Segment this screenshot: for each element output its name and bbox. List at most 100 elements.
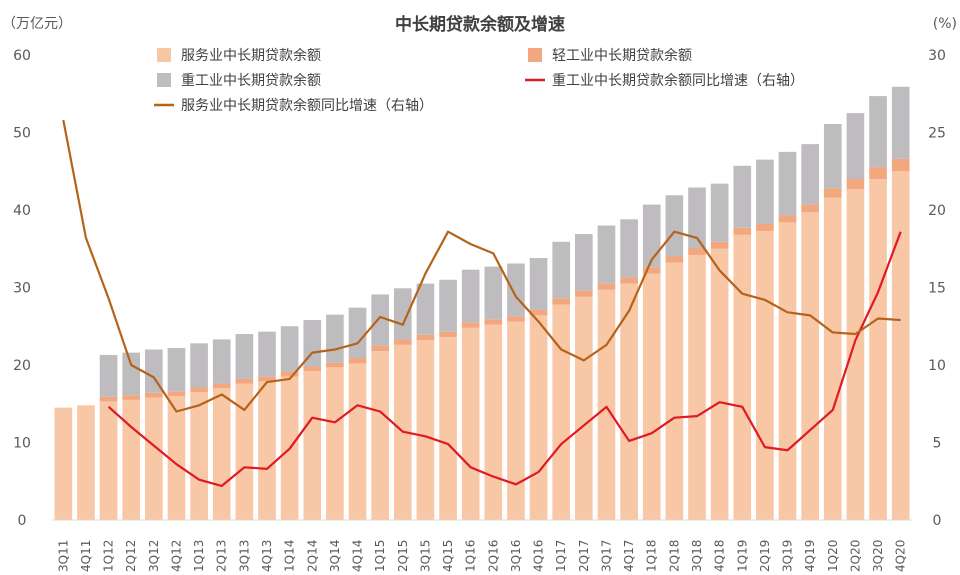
bar-s2-2Q18	[665, 195, 684, 257]
bar-s0-1Q18	[642, 273, 661, 520]
bar-s2-1Q13	[190, 343, 208, 388]
bar-s1-4Q13	[258, 376, 276, 382]
bar-s1-1Q15	[371, 345, 389, 352]
x-tick-label: 2Q19	[758, 540, 772, 572]
bar-s0-3Q19	[778, 222, 797, 520]
chart-title: 中长期贷款余额及增速	[395, 14, 565, 35]
bar-s0-3Q15	[416, 340, 435, 520]
bar-s1-4Q18	[710, 241, 729, 249]
bar-s2-4Q12	[167, 347, 186, 392]
bar-s0-2Q13	[212, 388, 231, 520]
bar-s0-4Q16	[529, 315, 548, 520]
bar-s0-1Q20	[823, 197, 842, 520]
bar-s1-2Q12	[122, 395, 141, 400]
x-tick-label: 2Q15	[396, 540, 410, 572]
legend-label-3: 重工业中长期贷款余额同比增速（右轴）	[552, 72, 804, 89]
x-tick-label: 1Q17	[554, 540, 568, 572]
right-tick-label: 25	[928, 126, 946, 142]
left-axis-unit: （万亿元）	[2, 16, 72, 32]
bar-s1-3Q16	[507, 316, 525, 322]
x-tick-label: 3Q13	[237, 540, 251, 572]
bar-s1-3Q14	[326, 362, 344, 368]
bar-s2-3Q13	[235, 334, 254, 379]
bar-s0-1Q15	[371, 351, 389, 520]
bar-s2-3Q20	[869, 96, 887, 168]
bar-s1-4Q14	[348, 358, 367, 364]
bar-s0-3Q11	[54, 407, 73, 520]
lines-layer	[62, 119, 902, 487]
right-axis-unit: (%)	[933, 16, 957, 32]
x-tick-label: 4Q17	[622, 540, 636, 572]
x-tick-label: 3Q16	[509, 540, 523, 572]
line-series-0	[107, 231, 902, 487]
legend-swatch-0	[157, 48, 171, 62]
right-tick-label: 15	[928, 281, 946, 297]
bar-s2-4Q14	[348, 307, 367, 359]
left-tick-label: 40	[13, 203, 31, 219]
bar-s2-4Q17	[620, 219, 638, 278]
bar-s0-3Q17	[597, 289, 616, 520]
bar-s1-2Q15	[393, 339, 412, 345]
x-tick-label: 3Q20	[871, 540, 885, 572]
bar-s2-1Q18	[642, 204, 661, 268]
bar-s1-3Q12	[145, 392, 163, 398]
bar-s2-1Q16	[461, 269, 480, 323]
x-axis-ticks: 3Q11 4Q11 1Q12 2Q12 3Q12 4Q12 1Q13 2Q13 3Q13 4Q13…	[56, 540, 907, 572]
bar-s2-2Q13	[212, 339, 231, 384]
bar-s0-3Q12	[145, 397, 163, 520]
x-tick-label: 4Q12	[169, 540, 183, 572]
bar-s1-4Q19	[801, 204, 819, 213]
bar-s0-1Q12	[99, 401, 118, 520]
bar-s0-1Q13	[190, 392, 208, 520]
bar-s1-1Q14	[280, 371, 299, 377]
x-tick-label: 4Q11	[79, 540, 93, 572]
x-tick-label: 2Q12	[124, 540, 138, 572]
bar-s2-3Q15	[416, 283, 435, 335]
bar-s2-4Q19	[801, 144, 819, 205]
bar-s2-1Q12	[99, 354, 118, 397]
bar-s1-2Q13	[212, 383, 231, 389]
left-tick-label: 50	[13, 126, 31, 142]
bar-s0-2Q19	[756, 230, 774, 521]
bar-s1-2Q17	[575, 290, 593, 297]
x-tick-label: 4Q19	[803, 540, 817, 572]
bar-s0-3Q18	[688, 254, 706, 520]
x-tick-label: 1Q14	[283, 540, 297, 572]
bar-s0-3Q16	[507, 321, 525, 520]
bar-s2-2Q15	[393, 288, 412, 340]
x-tick-label: 4Q14	[351, 540, 365, 572]
bar-s1-2Q19	[756, 223, 774, 231]
bar-s1-3Q13	[235, 378, 254, 384]
bar-s1-2Q14	[303, 366, 322, 372]
left-tick-label: 20	[13, 358, 31, 374]
bar-s0-4Q20	[891, 171, 910, 520]
left-tick-label: 0	[18, 513, 27, 529]
legend-label-4: 服务业中长期贷款余额同比增速（右轴）	[181, 97, 433, 114]
bar-s0-4Q18	[710, 248, 729, 520]
bar-s1-4Q20	[891, 158, 910, 172]
bar-s0-2Q14	[303, 371, 322, 520]
bar-s0-3Q14	[326, 367, 344, 520]
bar-s1-1Q19	[733, 227, 752, 235]
x-tick-label: 1Q15	[373, 540, 387, 572]
bar-s2-1Q14	[280, 326, 299, 372]
bar-s2-4Q20	[891, 86, 910, 159]
line-series-1	[62, 119, 901, 413]
legend-label-1: 轻工业中长期贷款余额	[552, 47, 692, 64]
bar-s0-4Q19	[801, 212, 819, 520]
bar-s1-1Q12	[99, 396, 118, 402]
right-axis-ticks: 0 5 10 15 20 25 30	[928, 48, 946, 529]
x-tick-label: 3Q19	[781, 540, 795, 572]
bar-s1-4Q17	[620, 277, 638, 284]
x-tick-label: 2Q13	[215, 540, 229, 572]
right-tick-label: 20	[928, 203, 946, 219]
x-tick-label: 1Q19	[735, 540, 749, 572]
right-tick-label: 5	[933, 436, 942, 452]
bar-s2-3Q16	[507, 263, 525, 317]
bar-s2-3Q14	[326, 314, 344, 363]
bar-s1-2Q20	[846, 179, 865, 190]
x-tick-label: 2Q18	[667, 540, 681, 572]
bar-s1-1Q16	[461, 322, 480, 328]
